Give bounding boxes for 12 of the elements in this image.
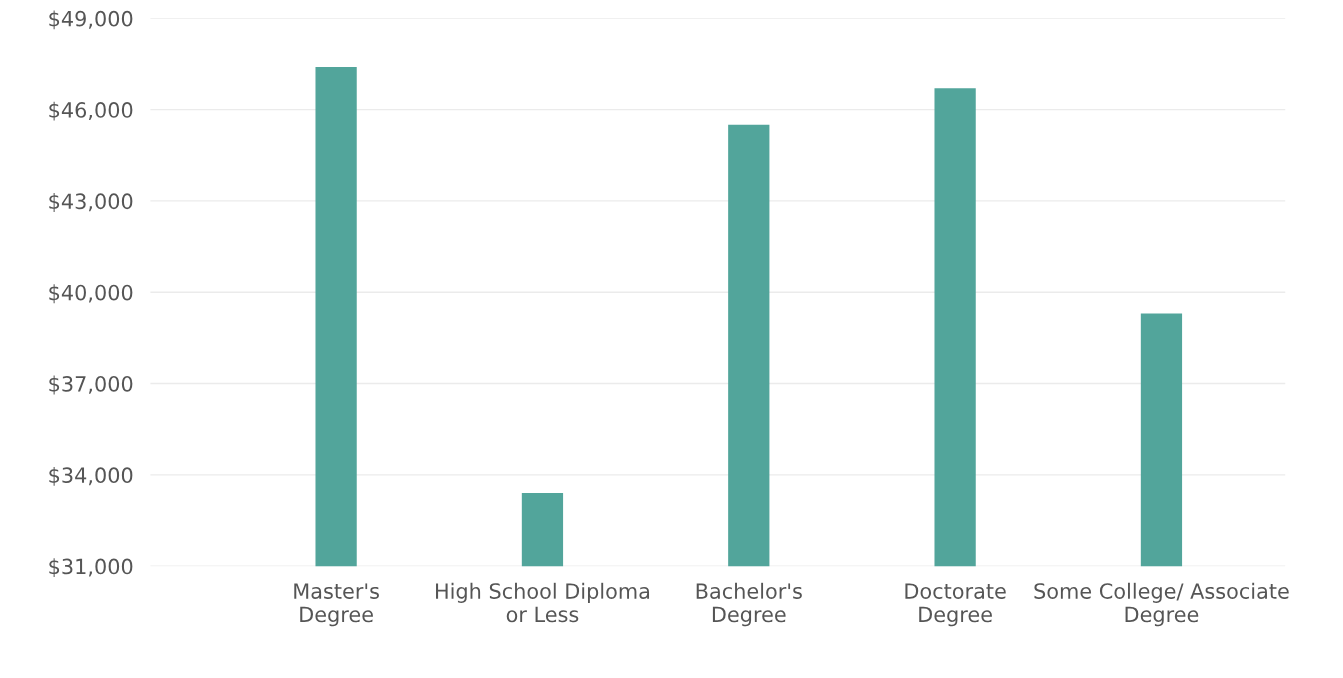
y-tick-label: $40,000 bbox=[49, 284, 133, 304]
x-tick-label: High School Diploma or Less bbox=[436, 582, 650, 623]
x-tick-label: Bachelor's Degree bbox=[696, 582, 802, 627]
y-tick-label: $34,000 bbox=[49, 466, 133, 486]
x-tick-label: Some College/ Associate Degree bbox=[1034, 582, 1289, 627]
x-tick-label: Master's Degree bbox=[294, 583, 379, 627]
x-tick-label: Doctorate Degree bbox=[905, 583, 1006, 627]
y-tick-label: $37,000 bbox=[49, 375, 133, 395]
y-tick-label: $46,000 bbox=[49, 101, 133, 121]
y-tick-label: $31,000 bbox=[49, 558, 133, 578]
y-tick-label: $43,000 bbox=[49, 193, 133, 212]
y-tick-label: $49,000 bbox=[49, 10, 133, 30]
